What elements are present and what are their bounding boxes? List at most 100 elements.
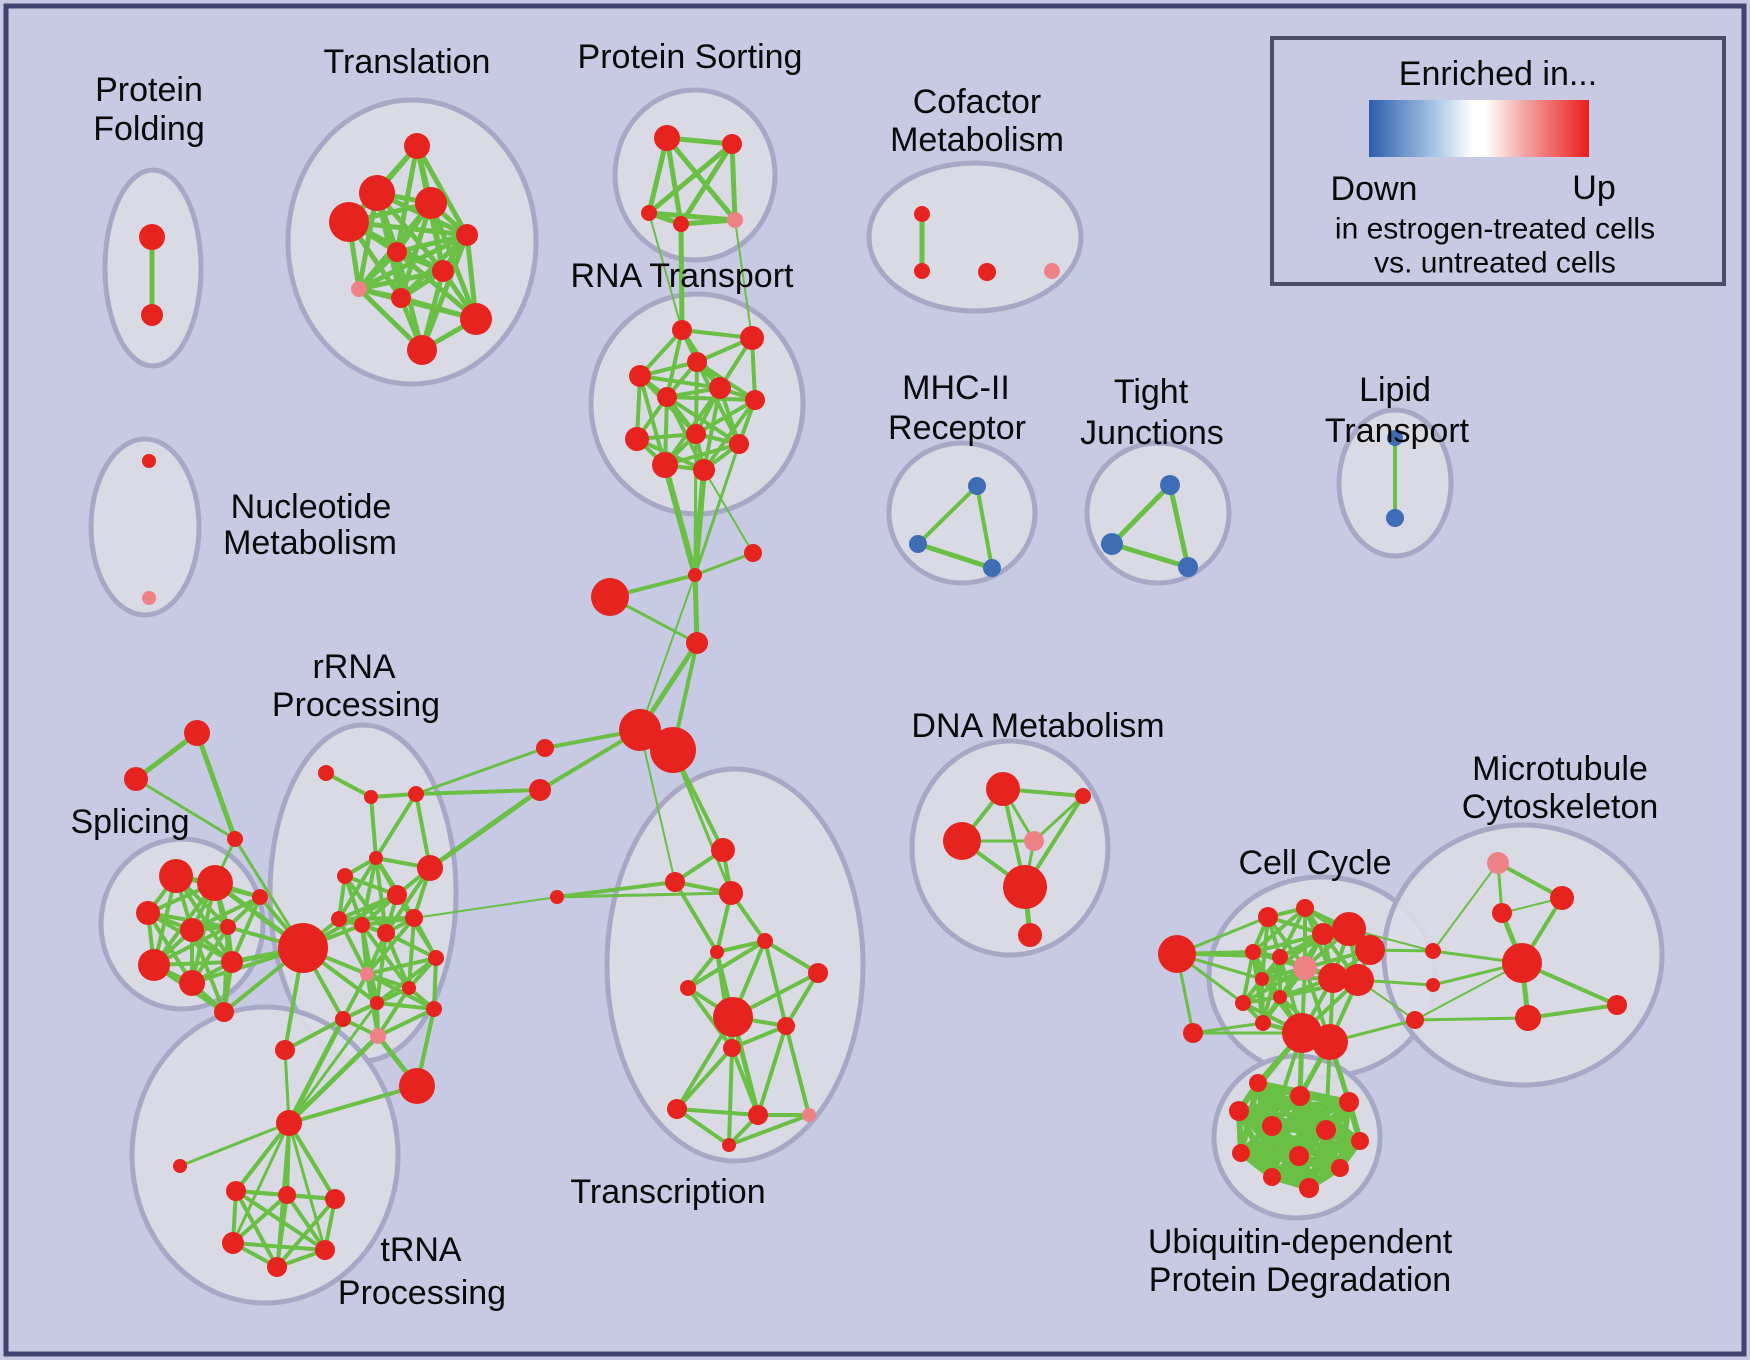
cluster-label: Nucleotide: [231, 488, 392, 526]
node: [399, 1068, 435, 1104]
cluster-label: Cytoskeleton: [1462, 788, 1659, 826]
node: [315, 1240, 335, 1260]
edge: [734, 219, 753, 339]
node: [227, 831, 243, 847]
node: [417, 855, 443, 881]
cluster-ellipse-transcription: [604, 766, 866, 1164]
cluster-label: Translation: [324, 43, 491, 81]
node: [745, 390, 765, 410]
node: [1183, 1023, 1203, 1043]
node: [983, 559, 1001, 577]
edge: [1526, 1003, 1619, 1020]
edge: [646, 141, 735, 216]
cluster-label: Processing: [272, 686, 440, 724]
node: [335, 1011, 351, 1027]
edge: [337, 856, 378, 921]
edge: [384, 931, 438, 960]
node: [370, 996, 384, 1010]
node: [354, 917, 370, 933]
node: [686, 424, 706, 444]
node: [641, 205, 657, 221]
node: [713, 997, 753, 1037]
edge: [702, 398, 757, 472]
node: [727, 212, 743, 228]
node: [408, 786, 424, 802]
node: [757, 933, 773, 949]
node: [1044, 263, 1060, 279]
edge: [1251, 906, 1307, 954]
cluster-label: Protein Degradation: [1149, 1261, 1451, 1299]
edge: [665, 395, 757, 402]
node: [1386, 509, 1404, 527]
cluster-label: DNA Metabolism: [911, 707, 1164, 745]
node: [914, 206, 930, 222]
node: [1024, 831, 1044, 851]
edge: [365, 956, 438, 976]
node: [179, 970, 205, 996]
node: [278, 1186, 296, 1204]
edge: [287, 1121, 337, 1201]
edge: [729, 141, 738, 223]
node: [680, 980, 696, 996]
figure-frame: [3, 3, 1747, 1357]
node: [673, 216, 689, 232]
cluster-label: Protein Sorting: [578, 38, 803, 76]
node: [318, 765, 334, 781]
edge: [638, 374, 722, 390]
node: [744, 544, 762, 562]
node: [456, 224, 478, 246]
edge: [234, 1189, 279, 1269]
edge: [414, 143, 470, 238]
edge: [394, 249, 479, 322]
node: [1550, 886, 1574, 910]
edge: [134, 777, 237, 841]
cluster-label: Folding: [93, 110, 205, 148]
edge: [555, 891, 733, 899]
node: [1178, 557, 1198, 577]
edge: [286, 1033, 381, 1126]
edge: [639, 729, 676, 883]
node: [723, 1039, 741, 1057]
node: [1101, 533, 1123, 555]
node: [1255, 1015, 1271, 1031]
node: [432, 260, 454, 282]
node: [1502, 943, 1542, 983]
edge: [756, 1024, 788, 1117]
node: [687, 352, 707, 372]
edge: [432, 956, 438, 1011]
cluster-ellipse-cofactor-metabolism: [866, 160, 1084, 314]
node: [1249, 1074, 1267, 1092]
node: [1318, 963, 1348, 993]
node: [1258, 907, 1278, 927]
edge: [360, 923, 411, 990]
edge: [693, 551, 755, 577]
edge: [190, 895, 262, 932]
node: [1158, 935, 1196, 973]
cluster-label: tRNA: [380, 1231, 462, 1269]
cluster-label: Tight: [1114, 373, 1189, 411]
node: [657, 387, 677, 407]
edge: [555, 880, 677, 899]
node: [1273, 990, 1287, 1004]
cluster-label: Metabolism: [223, 524, 397, 562]
node: [729, 434, 749, 454]
node: [1342, 964, 1374, 996]
edge: [275, 1197, 337, 1269]
node: [1351, 1132, 1369, 1150]
edge: [174, 874, 234, 964]
edge: [715, 939, 767, 954]
node: [275, 1040, 295, 1060]
node: [629, 365, 651, 387]
node: [1160, 475, 1180, 495]
edge: [763, 939, 820, 975]
node: [428, 950, 444, 966]
node: [591, 578, 629, 616]
node: [986, 772, 1020, 806]
node: [710, 945, 724, 959]
legend-down-label: Down: [1331, 170, 1418, 208]
node: [141, 304, 163, 326]
edge: [413, 896, 558, 919]
cluster-label: Cofactor: [913, 83, 1042, 121]
